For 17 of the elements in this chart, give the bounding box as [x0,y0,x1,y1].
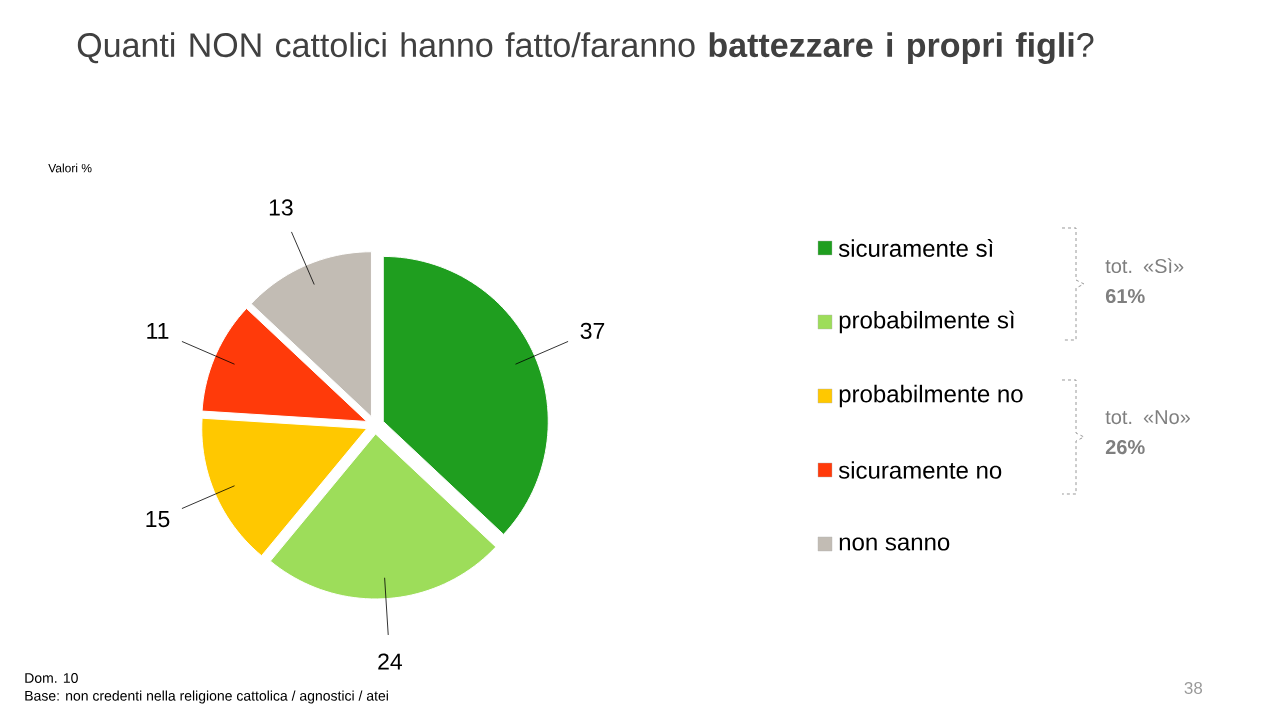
text: tot. «No» 26% [1105,410,1190,455]
chart-subtitle: Valori % [48,163,92,173]
data-label: 37 [580,322,605,340]
legend-label: non sanno [839,537,950,551]
data-label: 13 [269,199,293,216]
text: tot. «Sì» 61% [1105,258,1184,304]
chart-title: Quanti NON cattolici hanno fatto/faranno battezzare i propri figli? [77,32,1094,65]
text: 38 [1184,681,1203,695]
data-label: 15 [146,511,170,528]
legend-label: probabilmente sì [839,310,1014,334]
text: Dom. 10 [25,673,78,683]
legend-label: probabilmente no [839,384,1023,408]
text: Base: non credenti nella religione cattolica / agnostici / atei [25,690,388,704]
legend-label: sicuramente sì [838,239,993,257]
legend-label: sicuramente no [838,461,1002,479]
data-label: 24 [378,653,403,670]
data-label: 11 [147,322,169,339]
